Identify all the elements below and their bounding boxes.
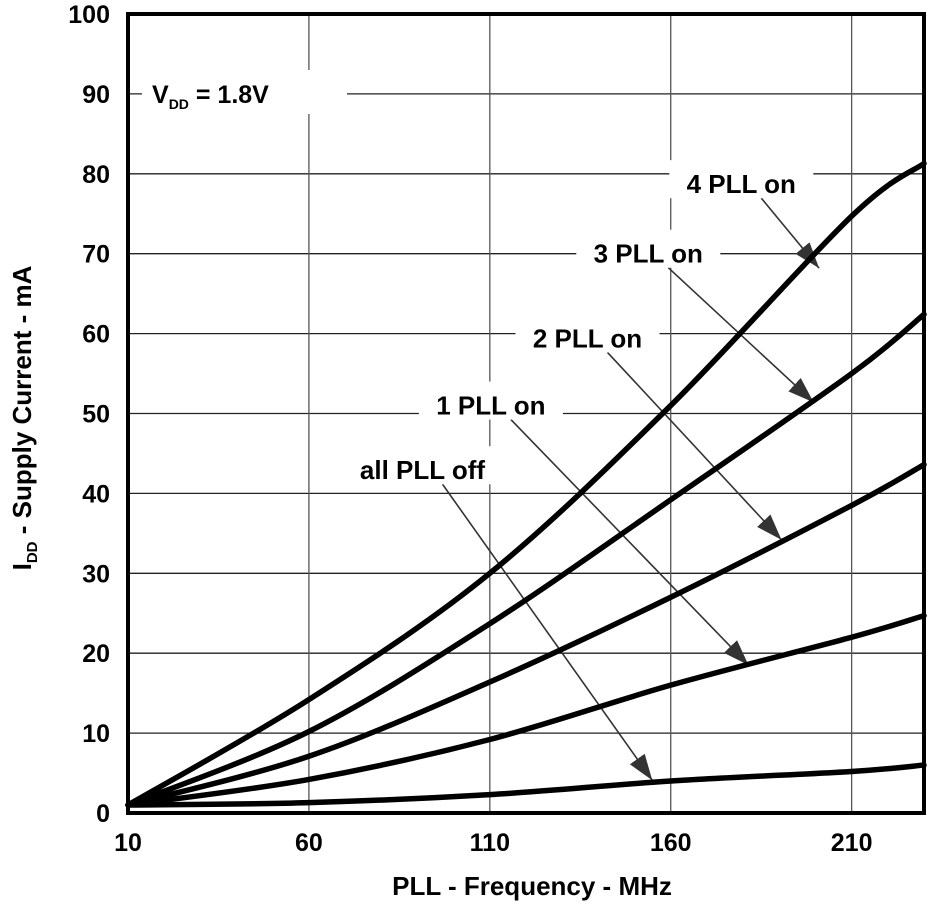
y-tick-label: 40 bbox=[82, 480, 110, 508]
x-tick-label: 160 bbox=[650, 829, 692, 857]
series-line bbox=[125, 762, 927, 808]
y-tick-label: 70 bbox=[82, 241, 110, 269]
annotation-arrow bbox=[510, 418, 750, 666]
vdd-annotation: VDD = 1.8V bbox=[142, 70, 347, 114]
y-tick-label: 30 bbox=[82, 560, 110, 588]
annotation-arrow bbox=[441, 483, 653, 781]
ylabel-sub: DD bbox=[24, 541, 41, 563]
x-tick-label: 210 bbox=[831, 829, 873, 857]
annotation-arrows bbox=[441, 197, 820, 781]
series-label: 4 PLL on bbox=[687, 169, 796, 199]
ylabel-main: I bbox=[7, 563, 37, 570]
vdd-sub: DD bbox=[169, 96, 189, 112]
series-line bbox=[125, 612, 927, 808]
x-tick-label: 110 bbox=[470, 829, 510, 857]
label-background bbox=[515, 314, 660, 353]
plot-frame bbox=[126, 12, 926, 815]
y-tick-label: 100 bbox=[68, 1, 110, 29]
y-tick-label: 90 bbox=[82, 81, 110, 109]
vdd-main: V bbox=[152, 81, 169, 109]
series-line bbox=[125, 461, 927, 808]
series-line bbox=[125, 160, 927, 808]
series-label: 1 PLL on bbox=[436, 391, 545, 421]
x-tick-label: 60 bbox=[295, 829, 323, 857]
label-background bbox=[669, 160, 814, 199]
series-label: 3 PLL on bbox=[594, 239, 703, 269]
vdd-rest: = 1.8V bbox=[189, 81, 269, 109]
series-lines bbox=[125, 160, 927, 808]
svg-text:VDD = 1.8V: VDD = 1.8V bbox=[152, 81, 269, 112]
y-tick-label: 80 bbox=[82, 161, 110, 189]
y-tick-label: 10 bbox=[82, 720, 110, 748]
y-tick-label: 0 bbox=[96, 800, 110, 828]
y-tick-label: 20 bbox=[82, 640, 110, 668]
label-background bbox=[328, 446, 518, 485]
series-line bbox=[125, 311, 927, 808]
y-axis-label: IDD - Supply Current - mA bbox=[7, 265, 41, 570]
x-axis-label: PLL - Frequency - MHz bbox=[392, 871, 672, 901]
y-tick-label: 50 bbox=[82, 401, 110, 429]
x-tick-label: 10 bbox=[114, 829, 142, 857]
series-label: all PLL off bbox=[360, 455, 486, 485]
y-tick-label: 60 bbox=[82, 321, 110, 349]
annotation-arrow bbox=[606, 351, 783, 541]
series-label: 2 PLL on bbox=[533, 323, 642, 353]
plot-border bbox=[126, 12, 926, 815]
series-labels: 4 PLL on 3 PLL on 2 PLL on 1 PLL on all PLL … bbox=[328, 160, 814, 485]
label-background bbox=[418, 381, 563, 420]
ylabel-rest: - Supply Current - mA bbox=[7, 265, 37, 541]
label-background bbox=[576, 229, 721, 268]
